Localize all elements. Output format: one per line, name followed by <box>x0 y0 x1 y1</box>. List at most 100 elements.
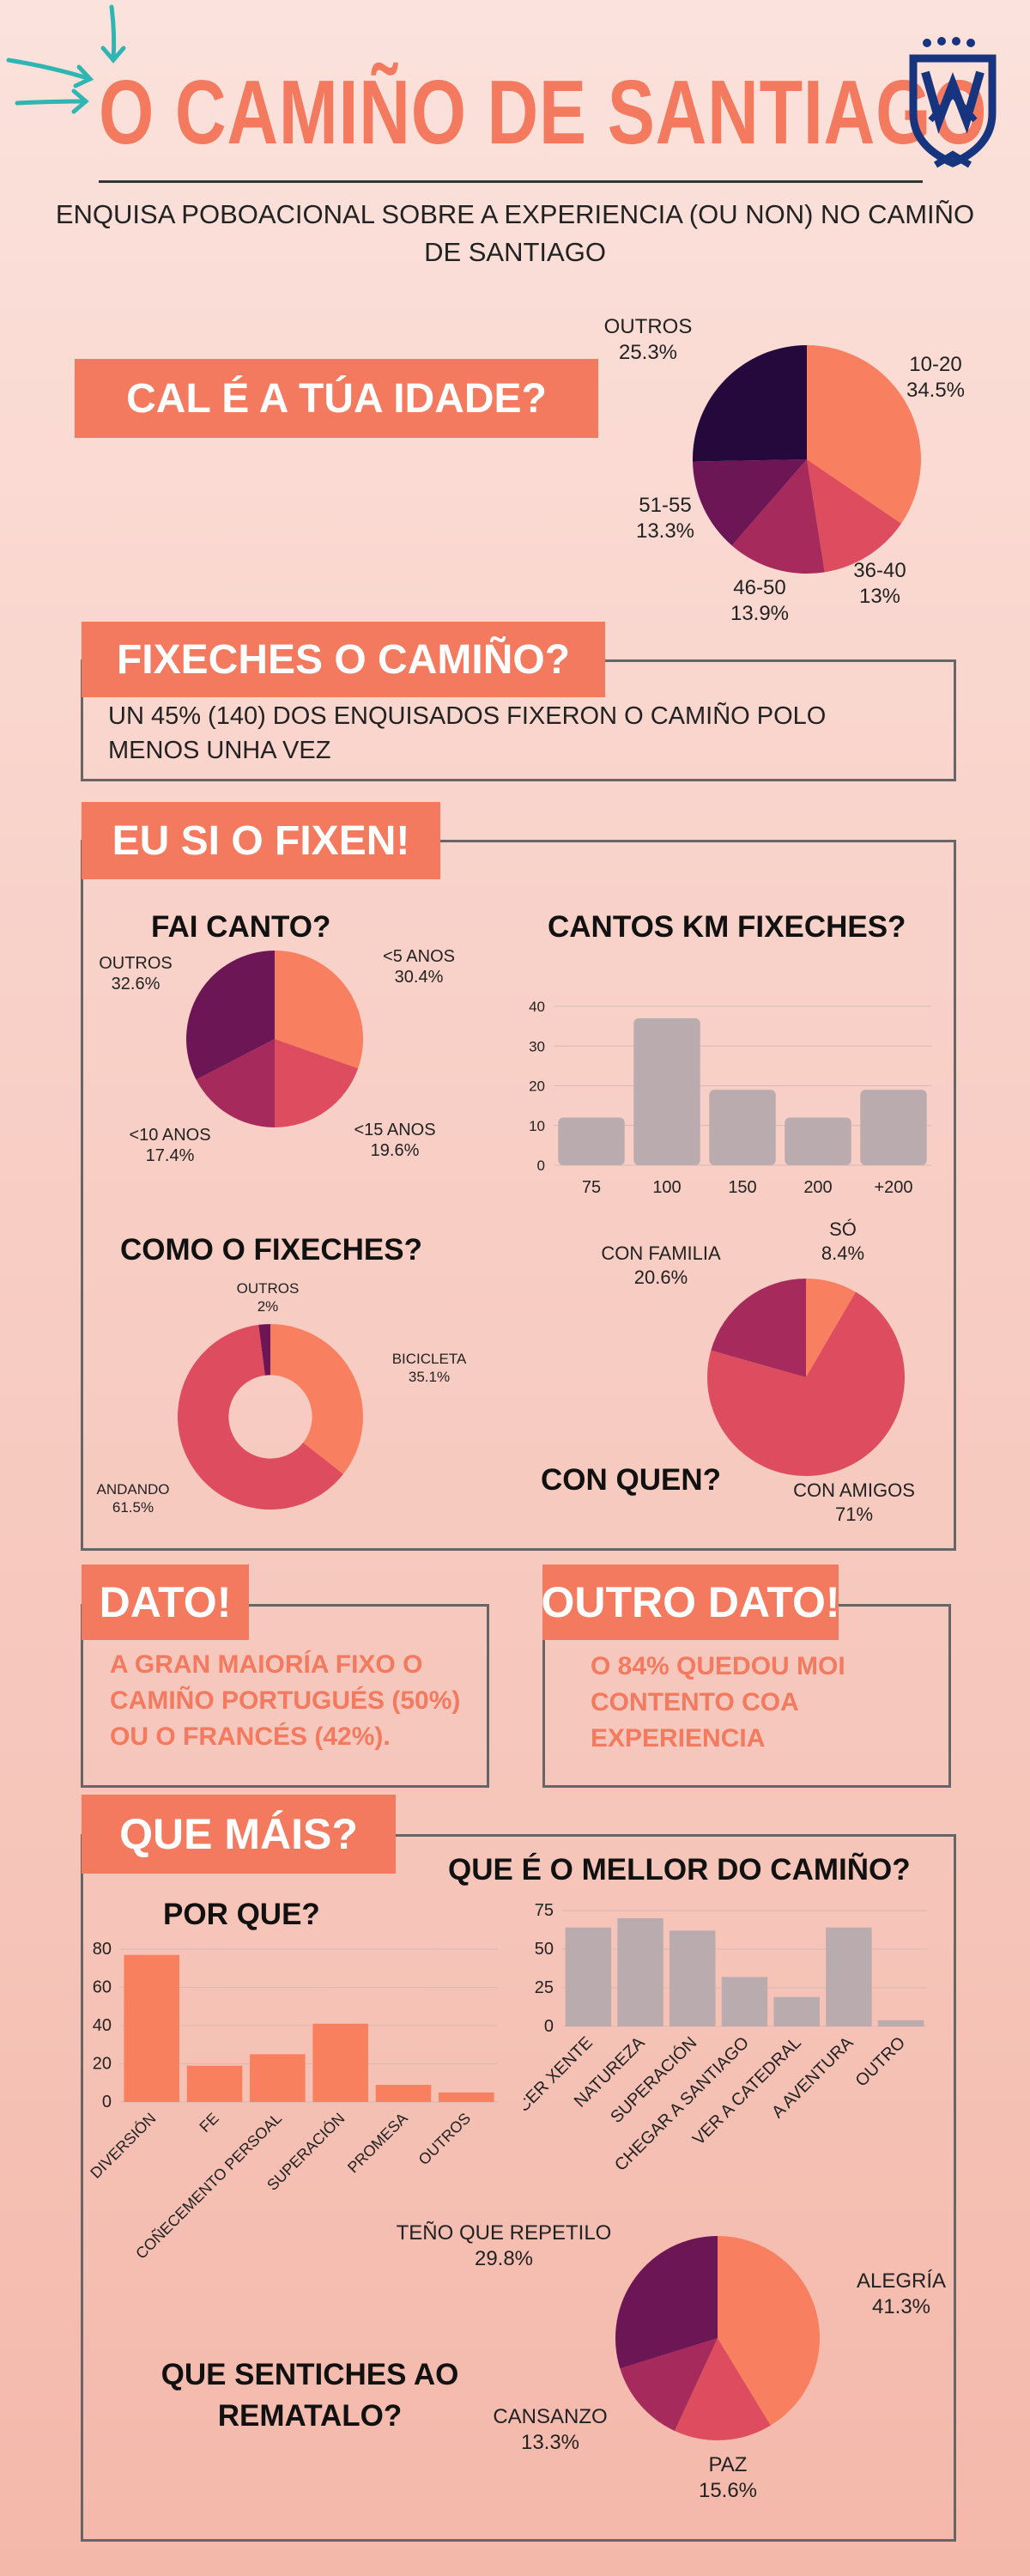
x-tick-label: OUTROS <box>415 2110 475 2169</box>
pie-slice-51-55 <box>693 459 807 546</box>
banner-que-mais: QUE MÁIS? <box>82 1795 396 1874</box>
y-tick-label: 75 <box>535 1901 554 1920</box>
x-tick-label: 75 <box>582 1178 601 1194</box>
dato-box <box>81 1604 489 1788</box>
bar-diversi-n <box>124 1954 179 2102</box>
pie-label: TEÑO QUE REPETILO 29.8% <box>396 2221 612 2270</box>
banner-fixeches: FIXECHES O CAMIÑO? <box>82 622 605 697</box>
y-tick-label: 50 <box>535 1940 554 1959</box>
pie-chart-fai-canto <box>186 951 363 1127</box>
pie-slice-10-anos <box>196 1039 275 1127</box>
x-tick-label: FE <box>196 2110 221 2136</box>
pie-chart-con-quen <box>707 1279 905 1476</box>
bar-a-aventura <box>826 1927 872 2026</box>
x-tick-label: 100 <box>652 1178 681 1194</box>
pie-slice-te-o-que-repetilo <box>615 2236 718 2369</box>
x-tick-label: OUTRO <box>852 2033 910 2091</box>
y-tick-label: 0 <box>102 2093 112 2111</box>
pie-slice-5-anos <box>275 951 363 1069</box>
bar-ver-a-catedral <box>773 1996 820 2026</box>
arrows-decoration-icon <box>6 4 126 114</box>
mellor-heading: QUE É O MELLOR DO CAMIÑO? <box>448 1853 911 1886</box>
page-subtitle: ENQUISA POBOACIONAL SOBRE A EXPERIENCIA … <box>55 199 975 267</box>
y-tick-label: 20 <box>93 2055 112 2074</box>
pie-label: PAZ 15.6% <box>698 2453 758 2502</box>
con-quen-heading: CON QUEN? <box>541 1463 721 1497</box>
como-heading: COMO O FIXECHES? <box>120 1233 422 1267</box>
banner-dato: DATO! <box>82 1564 249 1640</box>
bar-75 <box>558 1117 625 1165</box>
pie-slice-bicicleta <box>270 1324 363 1474</box>
pie-slice-paz <box>675 2338 771 2440</box>
cantos-km-heading: CANTOS KM FIXECHES? <box>548 910 906 944</box>
por-que-heading: POR QUE? <box>163 1898 320 1931</box>
pie-label: CON AMIGOS 71% <box>793 1479 915 1525</box>
que-mais-box <box>81 1834 956 2542</box>
pie-slice-cansanzo <box>620 2338 718 2431</box>
bar-200 <box>785 1117 851 1165</box>
bar-promesa <box>375 2084 432 2102</box>
title-divider <box>99 180 923 183</box>
banner-idade: CAL É A TÚA IDADE? <box>75 359 598 438</box>
pie-slice-s <box>806 1279 856 1377</box>
pie-label: 46-50 13.9% <box>730 576 790 625</box>
pie-slice-alegr-a <box>718 2236 820 2426</box>
pie-label: BICICLETA 35.1% <box>391 1351 467 1385</box>
bar-200 <box>860 1090 927 1165</box>
pie-label: CON FAMILIA 20.6% <box>601 1242 721 1288</box>
bar-outro <box>877 2020 924 2026</box>
bar-superaci-n <box>312 2023 368 2102</box>
x-tick-label: PROMESA <box>344 2110 411 2177</box>
pie-slice-36-40 <box>807 459 902 573</box>
x-tick-label: 200 <box>803 1178 832 1194</box>
y-tick-label: 20 <box>529 1078 545 1095</box>
pie-label: CANSANZO 13.3% <box>493 2405 608 2454</box>
bar-chart-cantos-km: 0 10 20 30 40 75 100 150 200 +200 <box>529 999 931 1194</box>
y-tick-label: 25 <box>535 1978 554 1997</box>
pie-label: OUTROS 25.3% <box>603 315 693 364</box>
bar-150 <box>709 1090 776 1165</box>
donut-chart-como <box>178 1324 363 1510</box>
y-tick-label: 30 <box>529 1038 545 1054</box>
banner-fixen: EU SI O FIXEN! <box>82 802 440 879</box>
sentiches-heading: QUE SENTICHES AO REMATALO? <box>161 2358 459 2433</box>
logo-icon <box>909 37 997 168</box>
pie-label: <15 ANOS 19.6% <box>354 1121 436 1160</box>
pie-label: 10-20 34.5% <box>906 353 966 402</box>
pie-slice-outros <box>258 1324 270 1376</box>
outro-dato-text: O 84% QUEDOU MOI CONTENTO COA EXPERIENCI… <box>591 1652 845 1753</box>
pie-label: <10 ANOS 17.4% <box>129 1126 211 1165</box>
pie-slice-15-anos <box>275 1039 359 1127</box>
bar-co-ecemento-persoal <box>250 2054 306 2102</box>
pie-label: 51-55 13.3% <box>635 494 695 543</box>
dato-text: A GRAN MAIORÍA FIXO O CAMIÑO PORTUGUÉS (… <box>110 1650 461 1751</box>
pie-slice-outros <box>693 345 807 462</box>
bar-superaci-n <box>670 1930 716 2026</box>
y-tick-label: 40 <box>93 2016 112 2035</box>
bar-co-ecer-xente <box>565 1927 612 2026</box>
y-tick-label: 40 <box>529 999 545 1015</box>
page-title: O CAMIÑO DE SANTIAGO <box>99 62 988 163</box>
pie-label: OUTROS 2% <box>236 1280 300 1315</box>
pie-label: SÓ 8.4% <box>821 1218 865 1264</box>
y-tick-label: 0 <box>537 1157 545 1174</box>
y-tick-label: 0 <box>544 2017 554 2036</box>
fai-canto-heading: FAI CANTO? <box>151 910 331 944</box>
y-tick-label: 60 <box>93 1978 112 1997</box>
y-tick-label: 10 <box>529 1118 545 1134</box>
pie-chart-idade <box>693 345 921 574</box>
fixen-box <box>81 840 956 1551</box>
bar-chegar-a-santiago <box>721 1977 768 2026</box>
pie-slice-andando <box>178 1324 343 1510</box>
bar-natureza <box>617 1918 663 2026</box>
pie-slice-46-50 <box>731 459 825 574</box>
pie-slice-10-20 <box>807 345 921 524</box>
y-tick-label: 80 <box>93 1940 112 1959</box>
pie-label: <5 ANOS 30.4% <box>383 947 455 987</box>
pie-slice-con-familia <box>711 1279 806 1377</box>
bar-100 <box>633 1018 700 1165</box>
x-tick-label: +200 <box>874 1178 912 1194</box>
pie-label: ALEGRÍA 41.3% <box>856 2269 947 2318</box>
